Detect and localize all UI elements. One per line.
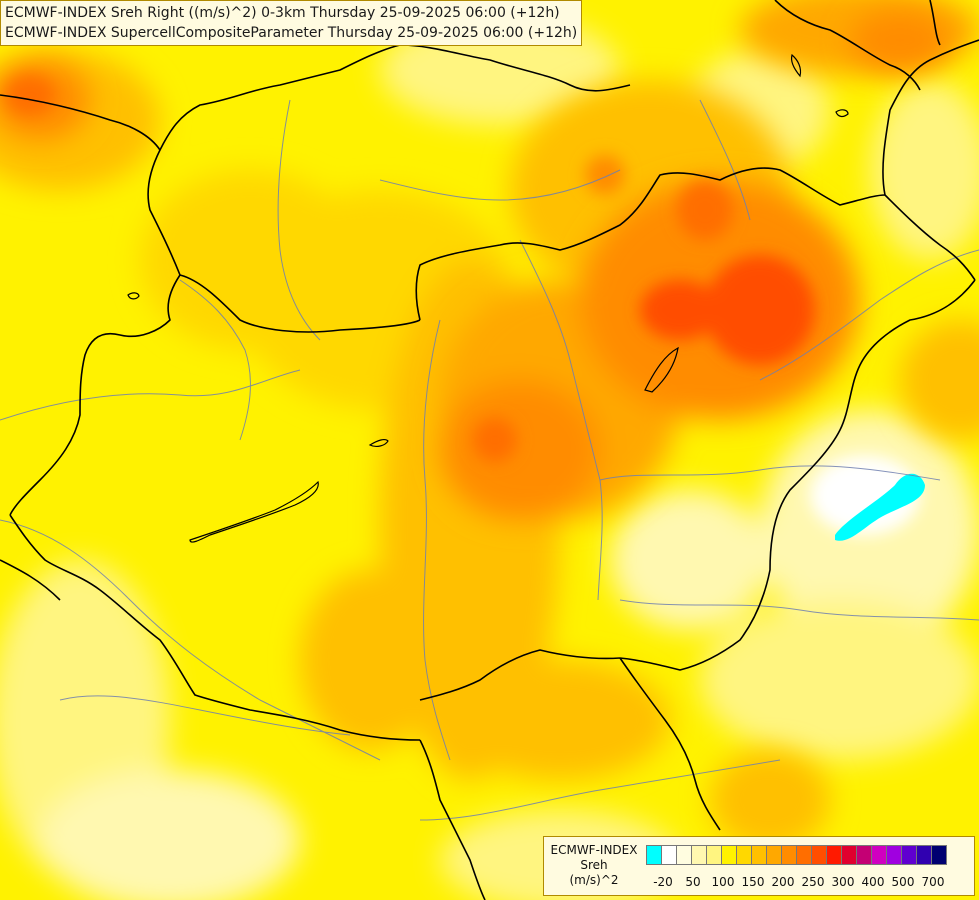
legend-swatch	[691, 845, 707, 865]
legend-tick-label: 100	[711, 875, 735, 889]
legend-tick-label: -20	[653, 875, 673, 889]
legend-swatch	[721, 845, 737, 865]
rivers	[0, 99, 979, 821]
color-legend: ECMWF-INDEX Sreh (m/s)^2 -20 50 100 150 200 2…	[543, 836, 975, 896]
legend-swatch	[841, 845, 857, 865]
legend-tick-label: 700	[921, 875, 945, 889]
legend-swatch	[661, 845, 677, 865]
legend-tick-label: 300	[831, 875, 855, 889]
legend-swatch	[706, 845, 722, 865]
legend-swatch	[766, 845, 782, 865]
legend-swatch	[871, 845, 887, 865]
legend-label: ECMWF-INDEX Sreh (m/s)^2	[544, 843, 644, 888]
lakes	[127, 53, 849, 543]
legend-tick-label: 50	[685, 875, 701, 889]
legend-swatch	[916, 845, 932, 865]
legend-swatch	[676, 845, 692, 865]
legend-unit: (m/s)^2	[569, 873, 619, 887]
legend-tick-label: 250	[801, 875, 825, 889]
title-box: ECMWF-INDEX Sreh Right ((m/s)^2) 0-3km T…	[0, 0, 583, 46]
legend-swatch	[811, 845, 827, 865]
legend-swatch	[826, 845, 842, 865]
legend-swatch	[931, 845, 947, 865]
legend-ticks: -20 50 100 150 200 250 300 400 500 700	[646, 875, 976, 891]
title-line-2: ECMWF-INDEX SupercellCompositeParameter …	[5, 25, 578, 41]
legend-swatch	[796, 845, 812, 865]
legend-source: ECMWF-INDEX	[550, 843, 638, 857]
legend-swatch	[751, 845, 767, 865]
legend-swatches	[646, 845, 947, 865]
legend-swatch	[886, 845, 902, 865]
legend-variable: Sreh	[580, 858, 608, 872]
legend-swatch	[901, 845, 917, 865]
legend-tick-label: 400	[861, 875, 885, 889]
legend-swatch	[856, 845, 872, 865]
legend-tick-label: 200	[771, 875, 795, 889]
legend-swatch	[781, 845, 797, 865]
legend-tick-label: 500	[891, 875, 915, 889]
legend-swatch	[646, 845, 662, 865]
legend-swatch	[736, 845, 752, 865]
legend-tick-label: 150	[741, 875, 765, 889]
title-line-1: ECMWF-INDEX Sreh Right ((m/s)^2) 0-3km T…	[5, 5, 560, 21]
